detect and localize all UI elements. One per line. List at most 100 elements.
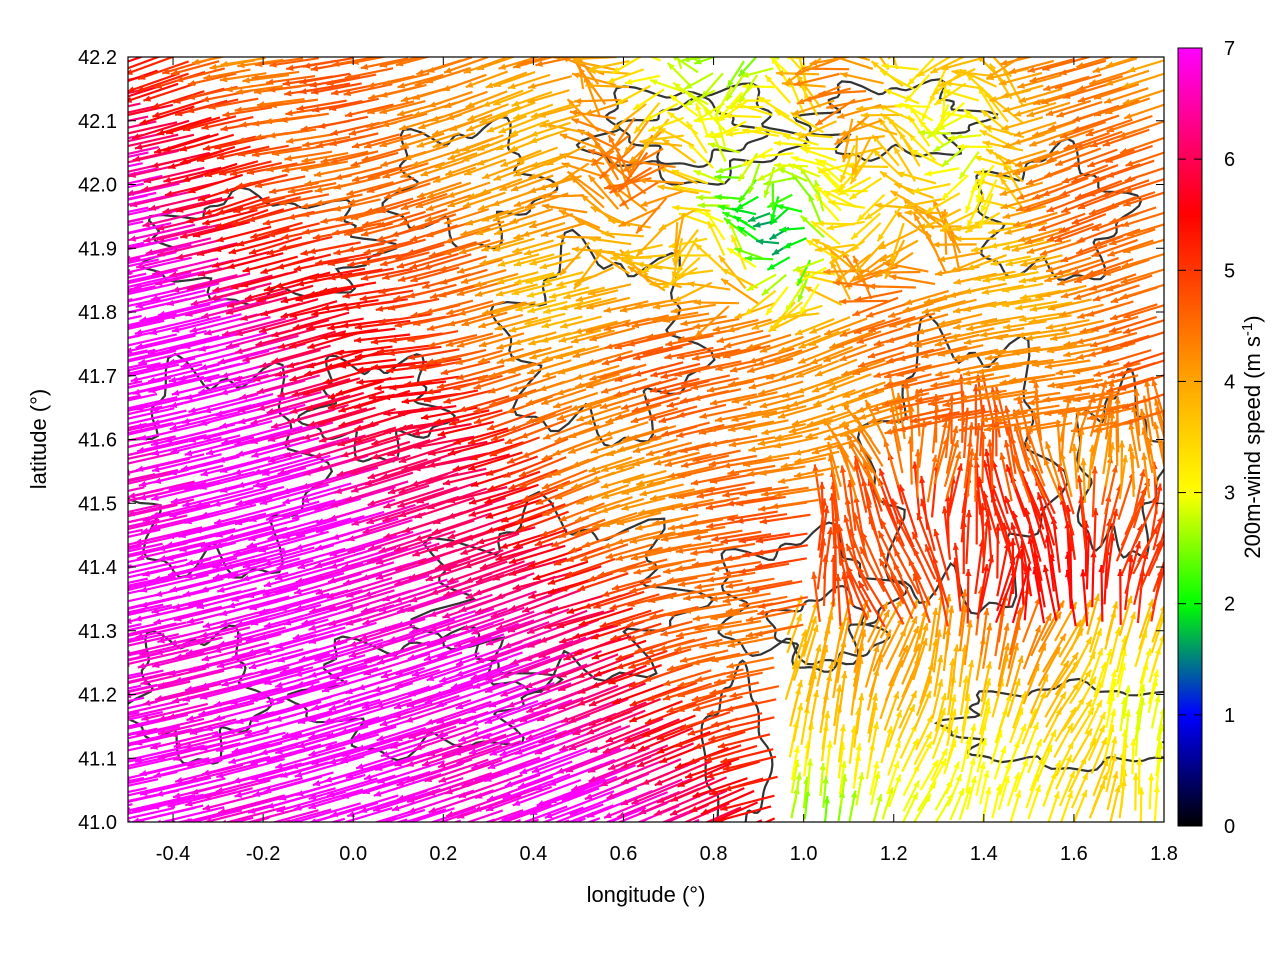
wind-vector-head: [213, 700, 222, 707]
wind-vector: [267, 518, 338, 541]
wind-vector: [128, 518, 160, 528]
wind-vector-head: [132, 817, 140, 822]
wind-vector: [213, 633, 282, 653]
wind-vector: [351, 503, 416, 526]
wind-vector: [911, 531, 937, 580]
wind-vector-head: [706, 772, 714, 779]
wind-vector: [856, 566, 886, 612]
wind-vector-head: [158, 729, 166, 736]
wind-vector-head: [911, 616, 917, 624]
wind-vector-head: [722, 597, 731, 604]
wind-vector: [619, 558, 668, 573]
wind-vector: [524, 663, 588, 689]
wind-vector: [1136, 568, 1145, 624]
wind-vector-head: [439, 676, 447, 683]
wind-vector: [128, 528, 143, 535]
wind-vector-head: [53, 620, 60, 626]
wind-vector-head: [140, 601, 148, 608]
wind-vector-head: [931, 454, 938, 463]
wind-vector-head: [1172, 559, 1178, 566]
wind-vector-head: [310, 818, 317, 822]
wind-vector: [169, 572, 239, 592]
wind-vector: [290, 717, 362, 741]
wind-vector-head: [947, 605, 955, 613]
wind-vector-head: [280, 771, 288, 778]
wind-vector: [945, 476, 955, 531]
wind-vector: [1036, 491, 1056, 546]
wind-vector: [725, 577, 775, 589]
wind-vector: [308, 777, 378, 800]
wind-vector-head: [729, 692, 738, 699]
wind-vector: [654, 760, 712, 787]
wind-vector: [502, 773, 571, 801]
wind-vector-head: [840, 760, 847, 769]
wind-vector-head: [605, 552, 614, 559]
wind-vector: [864, 644, 880, 688]
wind-vector: [965, 509, 971, 565]
wind-vector: [551, 527, 600, 548]
wind-vector-head: [507, 626, 516, 633]
wind-vector: [394, 664, 462, 689]
wind-vector-head: [1009, 538, 1017, 546]
wind-vector-head: [982, 460, 989, 468]
wind-vector-head: [711, 641, 720, 648]
wind-vector: [830, 493, 836, 546]
wind-vector: [735, 495, 786, 506]
wind-vector-head: [65, 419, 72, 425]
wind-vector: [727, 510, 778, 521]
wind-vector: [128, 622, 158, 632]
wind-vector: [629, 531, 676, 544]
wind-vector: [489, 729, 557, 756]
wind-vector-head: [758, 505, 766, 512]
wind-vector: [215, 731, 286, 752]
wind-vector: [1057, 483, 1075, 536]
wind-vector-head: [75, 741, 83, 747]
wind-vector: [360, 557, 427, 581]
wind-vector-head: [376, 558, 384, 565]
wind-vector: [279, 589, 349, 612]
wind-vector: [427, 772, 493, 796]
wind-vector: [474, 756, 541, 782]
wind-vector-head: [156, 819, 161, 822]
wind-vector: [547, 565, 602, 586]
wind-vector-head: [341, 563, 350, 570]
wind-vector-head: [275, 587, 283, 594]
wind-vector-head: [725, 555, 733, 562]
wind-vector-head: [433, 518, 441, 525]
wind-vector: [853, 656, 863, 700]
wind-vector: [396, 589, 463, 614]
wind-vector-head: [345, 688, 353, 695]
wind-vector: [1021, 596, 1041, 643]
wind-vector-head: [629, 587, 638, 594]
wind-vector: [375, 542, 440, 565]
wind-vector: [1000, 452, 1013, 502]
wind-vector-head: [642, 659, 651, 666]
wind-vector: [263, 565, 335, 588]
wind-vector-head: [474, 775, 483, 782]
wind-vector-head: [670, 795, 679, 802]
wind-vector-head: [1164, 528, 1170, 536]
wind-vector-head: [590, 746, 598, 753]
wind-vector-head: [121, 831, 129, 837]
wind-vector-head: [1000, 745, 1007, 754]
wind-vector-head: [490, 654, 498, 661]
wind-vector-head: [643, 675, 652, 682]
wind-vector-head: [329, 673, 338, 680]
wind-vector: [642, 648, 692, 666]
wind-vector: [445, 792, 511, 818]
wind-vector-head: [185, 685, 193, 692]
wind-vector: [128, 575, 176, 589]
wind-vector-head: [111, 645, 119, 651]
wind-vector: [1115, 396, 1119, 444]
wind-vector: [1053, 651, 1080, 689]
wind-vector-head: [200, 511, 209, 518]
wind-vector: [139, 757, 210, 776]
wind-vector: [570, 764, 637, 792]
wind-vector-head: [527, 641, 536, 648]
wind-vector: [692, 777, 748, 798]
wind-vector: [615, 649, 668, 670]
wind-vector-head: [475, 607, 483, 614]
wind-vector: [963, 620, 972, 666]
wind-vector: [901, 643, 921, 685]
wind-vector-head: [151, 803, 160, 810]
